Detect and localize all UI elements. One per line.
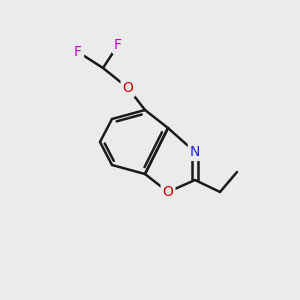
Text: O: O xyxy=(123,81,134,95)
Text: F: F xyxy=(114,38,122,52)
Text: O: O xyxy=(163,185,173,199)
Text: F: F xyxy=(74,45,82,59)
Text: N: N xyxy=(190,145,200,159)
